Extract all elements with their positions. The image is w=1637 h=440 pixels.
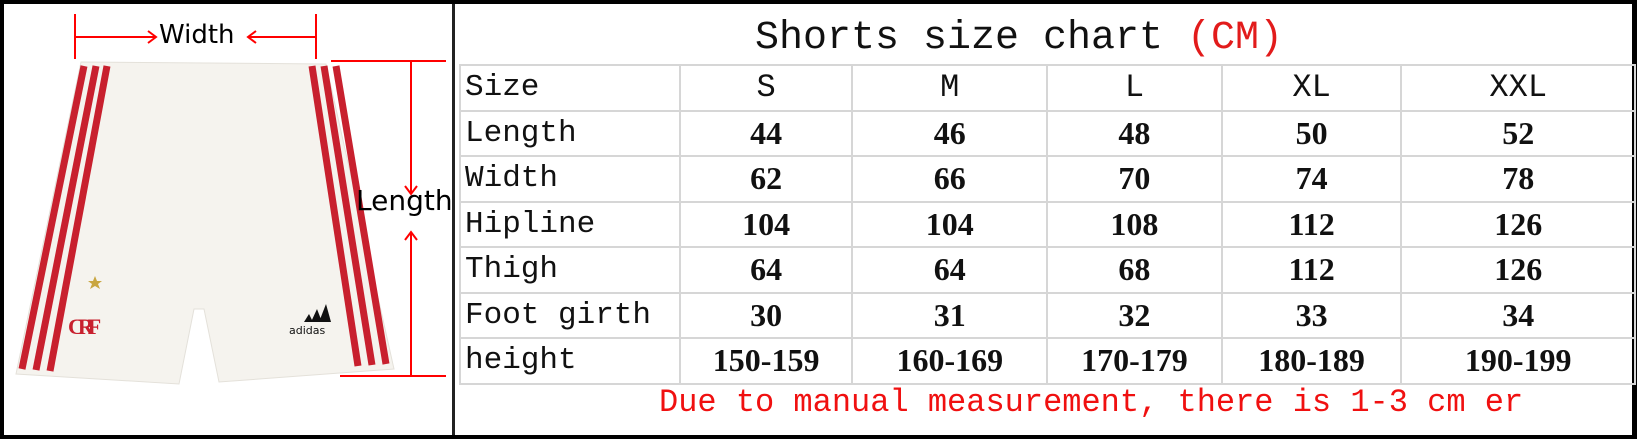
divider <box>452 4 455 435</box>
value-cell: 46 <box>851 109 1049 157</box>
adidas-logo: adidas <box>289 304 331 337</box>
shorts-panel: CRF adidas Width Length <box>4 4 453 435</box>
value-cell: 160-169 <box>851 337 1049 385</box>
value-cell: 52 <box>1400 109 1636 157</box>
value-cell: 33 <box>1220 291 1403 339</box>
value-cell: 64 <box>678 246 854 294</box>
value-cell: 32 <box>1046 291 1223 339</box>
table-row: Hipline 104 104 108 112 126 <box>459 200 1636 248</box>
length-label: Length <box>356 184 453 217</box>
title-text: Shorts size chart <box>754 16 1164 61</box>
size-table-area: Shorts size chart (CM) Size S M L XL XXL Lengt… <box>459 4 1636 435</box>
value-cell: 68 <box>1046 246 1223 294</box>
header-cell: M <box>851 64 1049 112</box>
header-cell: S <box>678 64 854 112</box>
value-cell: 104 <box>678 200 854 248</box>
row-label: Width <box>459 155 681 203</box>
star-icon <box>88 276 102 289</box>
value-cell: 34 <box>1400 291 1636 339</box>
value-cell: 70 <box>1046 155 1223 203</box>
value-cell: 31 <box>851 291 1049 339</box>
row-label: Thigh <box>459 246 681 294</box>
row-label: height <box>459 337 681 385</box>
value-cell: 170-179 <box>1046 337 1223 385</box>
value-cell: 74 <box>1220 155 1403 203</box>
value-cell: 48 <box>1046 109 1223 157</box>
value-cell: 190-199 <box>1400 337 1636 385</box>
value-cell: 126 <box>1400 246 1636 294</box>
value-cell: 64 <box>851 246 1049 294</box>
header-cell: L <box>1046 64 1223 112</box>
row-label: Foot girth <box>459 291 681 339</box>
value-cell: 112 <box>1220 200 1403 248</box>
header-cell: XL <box>1220 64 1403 112</box>
value-cell: 180-189 <box>1220 337 1403 385</box>
value-cell: 112 <box>1220 246 1403 294</box>
value-cell: 44 <box>678 109 854 157</box>
table-row: Width 62 66 70 74 78 <box>459 155 1636 203</box>
value-cell: 78 <box>1400 155 1636 203</box>
shorts-illustration: CRF adidas <box>15 14 446 385</box>
table-row: Length 44 46 48 50 52 <box>459 109 1636 157</box>
table-row: Foot girth 30 31 32 33 34 <box>459 291 1636 339</box>
value-cell: 30 <box>678 291 854 339</box>
row-label: Hipline <box>459 200 681 248</box>
adidas-wordmark: adidas <box>289 324 326 337</box>
title-unit: (CM) <box>1187 16 1284 61</box>
value-cell: 126 <box>1400 200 1636 248</box>
value-cell: 104 <box>851 200 1049 248</box>
table-header-row: Size S M L XL XXL <box>459 64 1636 112</box>
chart-title: Shorts size chart (CM) <box>459 16 1579 61</box>
value-cell: 66 <box>851 155 1049 203</box>
size-table: Size S M L XL XXL Length 44 46 48 50 52 Width 62 66 70 7… <box>459 64 1636 385</box>
value-cell: 150-159 <box>678 337 854 385</box>
table-row: Thigh 64 64 68 112 126 <box>459 246 1636 294</box>
value-cell: 62 <box>678 155 854 203</box>
width-label: Width <box>159 20 235 50</box>
row-label: Length <box>459 109 681 157</box>
header-cell: XXL <box>1400 64 1636 112</box>
value-cell: 108 <box>1046 200 1223 248</box>
measurement-note: Due to manual measurement, there is 1-3 … <box>659 384 1524 421</box>
table-row: height 150-159 160-169 170-179 180-189 190-19… <box>459 337 1636 385</box>
value-cell: 50 <box>1220 109 1403 157</box>
header-cell: Size <box>459 64 681 112</box>
